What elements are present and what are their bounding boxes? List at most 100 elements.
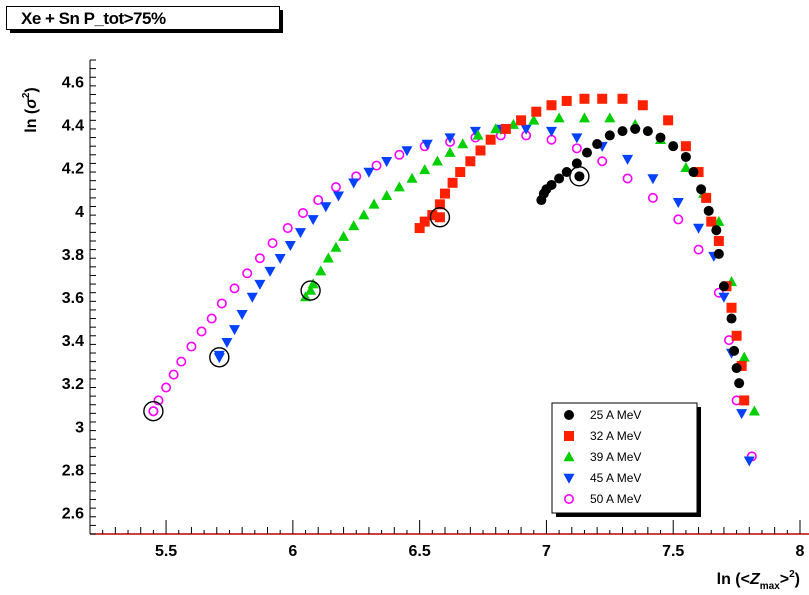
x-tick-label: 5.5 bbox=[155, 543, 177, 560]
data-point bbox=[284, 241, 296, 252]
data-point bbox=[516, 115, 527, 126]
data-point bbox=[186, 341, 197, 352]
y-tick-label: 4.6 bbox=[62, 75, 84, 92]
y-axis-title-part: ) bbox=[23, 87, 40, 92]
series-32-a-mev bbox=[414, 93, 750, 406]
data-point bbox=[333, 191, 344, 202]
legend-label: 45 A MeV bbox=[590, 471, 641, 485]
data-point bbox=[381, 189, 393, 200]
title-box-shadow bbox=[10, 29, 283, 33]
y-axis-title-part: 2 bbox=[21, 92, 32, 98]
data-point bbox=[528, 114, 540, 125]
series-39-a-mev bbox=[300, 112, 760, 416]
data-point bbox=[447, 177, 458, 188]
circled-start-marker bbox=[429, 207, 451, 228]
legend-label: 39 A MeV bbox=[590, 450, 641, 464]
data-point bbox=[711, 225, 722, 236]
data-point bbox=[680, 141, 691, 152]
data-point bbox=[444, 146, 456, 157]
y-tick-label: 3.4 bbox=[62, 333, 84, 350]
data-point bbox=[531, 106, 542, 117]
data-point bbox=[421, 139, 433, 150]
legend-label: 25 A MeV bbox=[590, 408, 641, 422]
data-point bbox=[563, 451, 575, 462]
data-point bbox=[739, 395, 750, 406]
data-point bbox=[455, 167, 466, 178]
circled-start-marker bbox=[300, 280, 321, 301]
data-point bbox=[696, 184, 707, 195]
y-tick-label: 2.6 bbox=[62, 505, 84, 522]
data-point bbox=[440, 188, 450, 199]
axis-labels: ln (<Zmax>2)ln (σ2) bbox=[21, 87, 800, 592]
data-point bbox=[546, 100, 557, 111]
legend-box bbox=[551, 402, 698, 514]
data-point bbox=[307, 215, 319, 226]
x-axis-title-part: ) bbox=[795, 571, 800, 588]
x-axis-title-part: max bbox=[760, 581, 780, 592]
chart-title-box: Xe + Sn P_tot>75% bbox=[6, 6, 284, 34]
data-point bbox=[546, 179, 557, 190]
data-point bbox=[597, 156, 608, 167]
y-tick-label: 3.2 bbox=[62, 376, 84, 393]
data-point bbox=[718, 281, 729, 292]
data-point bbox=[320, 202, 332, 213]
data-point bbox=[680, 161, 692, 172]
data-point bbox=[500, 123, 511, 134]
data-point bbox=[363, 167, 375, 178]
data-point bbox=[617, 93, 628, 104]
data-point bbox=[622, 173, 633, 184]
data-point bbox=[394, 149, 405, 160]
data-point bbox=[216, 298, 227, 309]
data-point bbox=[254, 279, 266, 290]
data-point bbox=[571, 133, 583, 144]
y-tick-label: 4 bbox=[75, 204, 84, 221]
data-point bbox=[330, 182, 341, 193]
data-point bbox=[274, 253, 286, 264]
x-axis-title-part: Z bbox=[749, 571, 761, 588]
data-point bbox=[617, 126, 628, 137]
title-box-frame: Xe + Sn P_tot>75% bbox=[6, 6, 280, 30]
data-point bbox=[718, 292, 730, 303]
data-point bbox=[465, 156, 476, 167]
data-point bbox=[168, 369, 179, 380]
data-point bbox=[315, 265, 327, 276]
y-tick-label: 3.8 bbox=[62, 247, 84, 264]
data-point bbox=[564, 431, 574, 441]
y-tick-label: 2.8 bbox=[62, 462, 84, 479]
data-point bbox=[153, 395, 164, 406]
data-point bbox=[703, 205, 714, 216]
data-point bbox=[431, 155, 443, 166]
data-point bbox=[604, 130, 615, 141]
x-tick-label: 6 bbox=[288, 543, 297, 560]
data-point bbox=[663, 115, 674, 126]
data-point bbox=[637, 100, 648, 111]
data-point bbox=[246, 292, 258, 303]
x-tick-label: 8 bbox=[796, 543, 805, 560]
data-point bbox=[294, 228, 306, 239]
data-point bbox=[713, 235, 724, 246]
data-point bbox=[406, 172, 418, 183]
data-point bbox=[330, 241, 342, 252]
data-series bbox=[143, 93, 760, 467]
data-point bbox=[305, 284, 317, 295]
data-point bbox=[713, 287, 724, 298]
legend-label: 32 A MeV bbox=[590, 429, 641, 443]
data-point bbox=[419, 216, 430, 227]
data-point bbox=[348, 178, 360, 189]
data-point bbox=[414, 223, 425, 234]
chart-title: Xe + Sn P_tot>75% bbox=[21, 9, 166, 28]
data-point bbox=[693, 167, 704, 178]
data-point bbox=[561, 167, 572, 178]
data-point bbox=[371, 160, 382, 171]
data-point bbox=[736, 360, 747, 371]
data-point bbox=[313, 195, 324, 206]
data-point bbox=[688, 167, 699, 178]
data-point bbox=[579, 93, 590, 104]
y-axis-title-part: ln ( bbox=[23, 108, 40, 133]
x-axis-title-part: ln (< bbox=[717, 571, 750, 588]
legend-label: 50 A MeV bbox=[590, 492, 641, 506]
data-point bbox=[693, 223, 705, 234]
data-point bbox=[267, 238, 278, 249]
series-45-a-mev bbox=[213, 124, 755, 467]
